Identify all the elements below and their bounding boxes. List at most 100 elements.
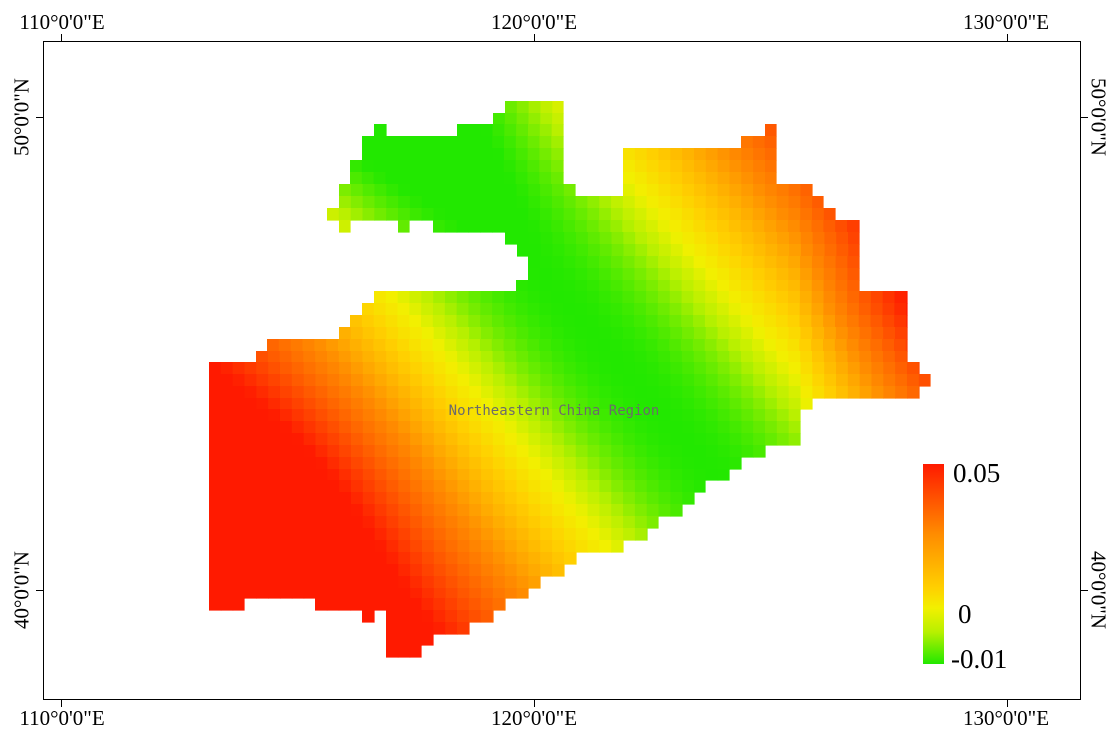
raster-cell <box>682 327 695 340</box>
raster-cell <box>764 291 777 304</box>
raster-cell <box>528 268 541 281</box>
raster-cell <box>398 540 411 553</box>
raster-cell <box>705 184 719 197</box>
raster-cell <box>575 398 589 410</box>
raster-cell <box>516 398 530 410</box>
raster-cell <box>575 268 588 281</box>
raster-cell <box>209 457 222 470</box>
raster-cell <box>445 386 459 399</box>
raster-cell <box>410 540 423 553</box>
raster-cell <box>764 268 778 281</box>
legend-mid-label: 0 <box>958 599 972 629</box>
raster-cell <box>540 564 553 577</box>
raster-cell <box>575 504 589 517</box>
raster-cell <box>540 101 553 114</box>
raster-cell <box>444 148 458 161</box>
raster-cell <box>291 374 305 387</box>
raster-cell <box>670 480 683 493</box>
raster-cell <box>397 208 411 221</box>
raster-cell <box>776 303 789 316</box>
raster-cell <box>823 280 837 292</box>
raster-cell <box>622 196 636 209</box>
raster-cell <box>279 374 293 387</box>
raster-cell <box>386 645 399 658</box>
raster-cell <box>776 280 789 292</box>
raster-cell <box>361 339 375 352</box>
raster-cell <box>374 386 388 399</box>
raster-cell <box>599 327 612 340</box>
raster-cell <box>445 374 459 387</box>
raster-cell <box>669 303 683 316</box>
raster-cell <box>906 362 920 375</box>
raster-cell <box>694 244 707 257</box>
raster-cell <box>421 622 434 635</box>
raster-cell <box>386 386 399 399</box>
raster-cell <box>717 196 730 209</box>
raster-cell <box>410 516 423 529</box>
raster-cell <box>906 315 908 328</box>
raster-cell <box>634 528 648 541</box>
raster-cell <box>516 469 530 481</box>
raster-cell <box>682 244 696 257</box>
raster-cell <box>540 232 553 245</box>
raster-cell <box>516 184 529 197</box>
raster-cell <box>421 528 435 541</box>
raster-cell <box>492 588 506 599</box>
raster-cell <box>232 374 246 387</box>
raster-cell <box>658 409 671 422</box>
raster-cell <box>469 588 482 599</box>
raster-cell <box>599 457 612 470</box>
raster-cell <box>350 576 364 589</box>
raster-cell <box>705 421 719 434</box>
raster-cell <box>256 576 269 589</box>
raster-cell <box>705 208 718 221</box>
raster-cell <box>635 244 648 257</box>
raster-cell <box>492 374 506 387</box>
raster-cell <box>598 315 611 328</box>
raster-cell <box>516 362 530 375</box>
raster-cell <box>339 374 352 387</box>
raster-cell <box>385 339 398 352</box>
raster-cell <box>457 421 470 434</box>
raster-cell <box>457 528 470 541</box>
raster-cell <box>327 386 340 399</box>
raster-cell <box>492 362 506 375</box>
raster-cell <box>268 386 281 399</box>
raster-cell <box>327 362 340 375</box>
raster-cell <box>858 303 872 316</box>
raster-cell <box>421 445 435 458</box>
raster-cell <box>765 124 777 137</box>
raster-cell <box>634 398 648 410</box>
raster-cell <box>516 351 529 363</box>
raster-cell <box>811 315 824 328</box>
raster-cell <box>623 244 636 257</box>
raster-cell <box>397 136 410 149</box>
raster-cell <box>444 315 458 328</box>
raster-cell <box>232 564 246 577</box>
raster-cell <box>753 421 766 434</box>
raster-cell <box>339 445 352 458</box>
raster-cell <box>457 516 470 529</box>
raster-cell <box>220 528 234 541</box>
raster-cell <box>433 469 447 481</box>
raster-cell <box>575 351 588 363</box>
raster-cell <box>516 421 530 434</box>
raster-cell <box>598 303 612 316</box>
raster-cell <box>492 196 506 209</box>
raster-cell <box>350 504 364 517</box>
raster-cell <box>244 457 257 470</box>
raster-cell <box>268 564 281 577</box>
raster-cell <box>788 421 801 434</box>
raster-cell <box>209 362 222 375</box>
raster-cell <box>279 504 293 517</box>
raster-cell <box>268 576 281 589</box>
raster-cell <box>718 244 731 257</box>
raster-cell <box>504 327 518 340</box>
raster-cell <box>540 528 553 541</box>
raster-cell <box>492 457 506 470</box>
raster-cell <box>220 588 234 599</box>
raster-cell <box>291 480 305 493</box>
raster-cell <box>303 457 317 470</box>
raster-cell <box>645 339 658 352</box>
raster-cell <box>504 113 518 125</box>
